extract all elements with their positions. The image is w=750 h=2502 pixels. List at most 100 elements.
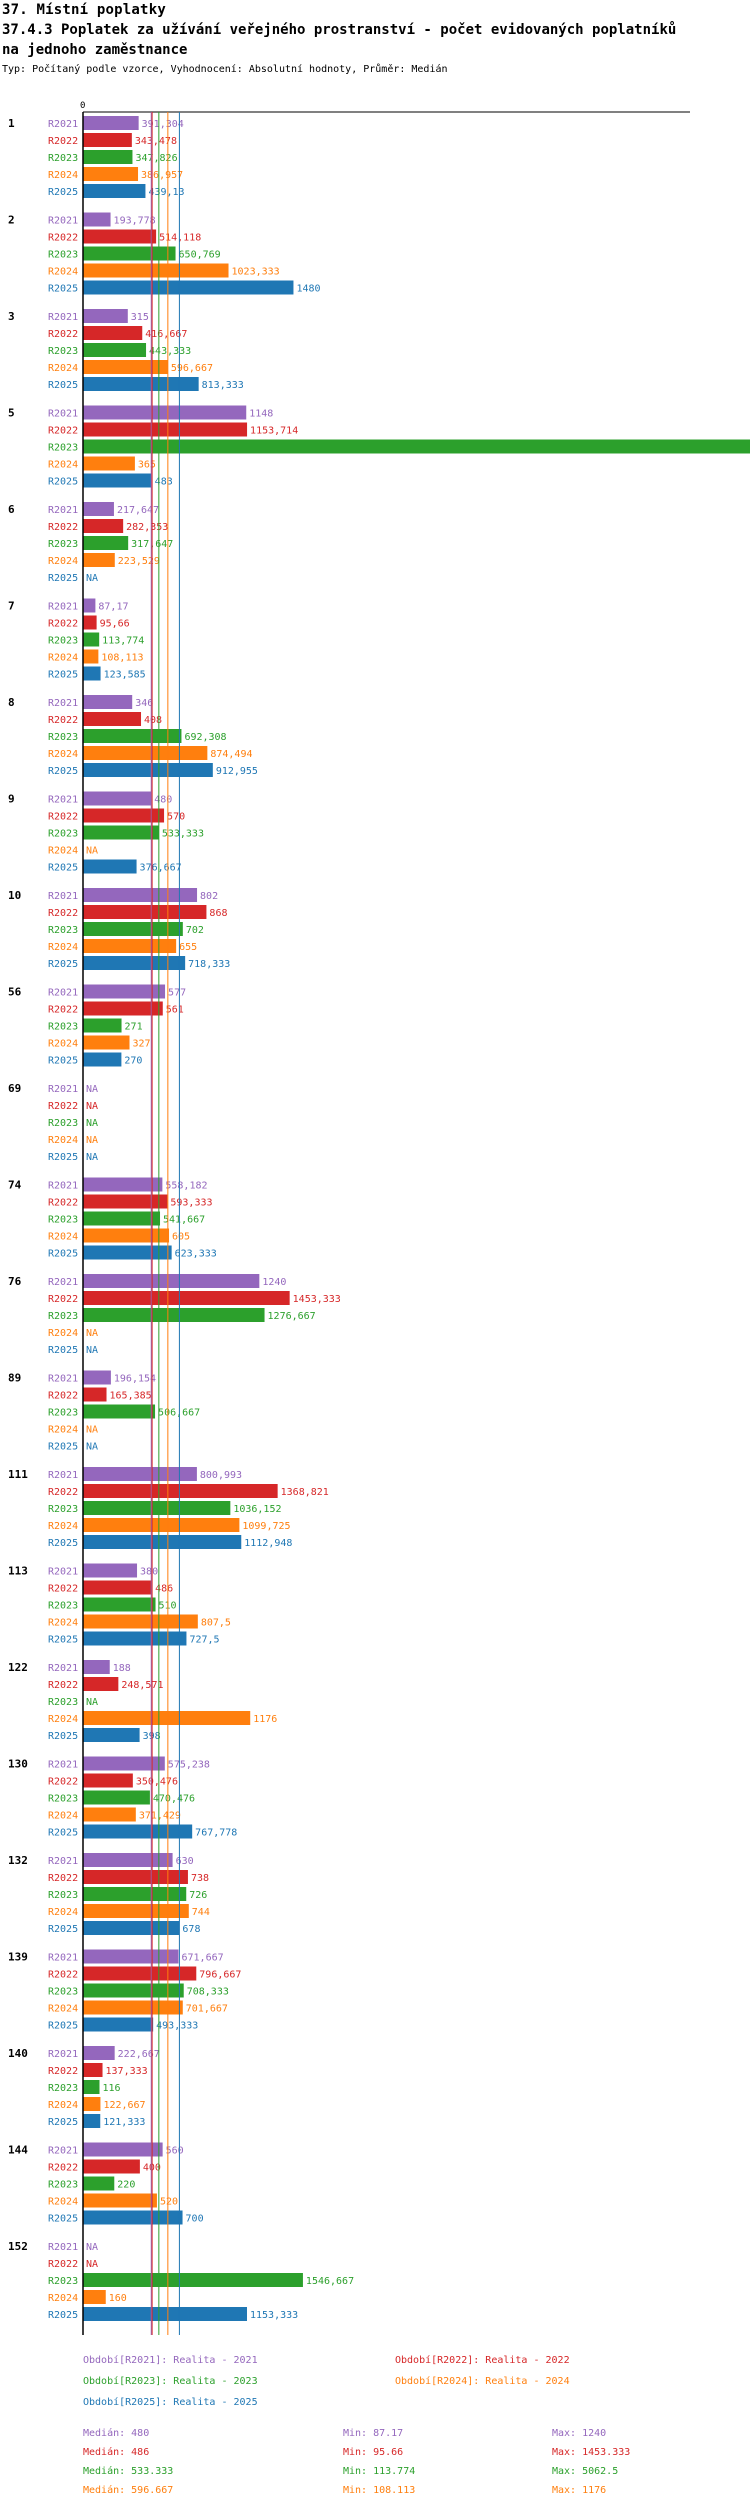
- group-label: 122: [8, 1661, 28, 1674]
- bar: [83, 1949, 179, 1964]
- series-row-label: R2021: [48, 1084, 78, 1095]
- data-label: 160: [109, 2293, 127, 2304]
- data-label: 1036,152: [233, 1504, 281, 1515]
- group-label: 9: [8, 793, 15, 806]
- data-label: 802: [200, 891, 218, 902]
- bar: [83, 1983, 184, 1998]
- series-row-label: R2022: [48, 1198, 78, 1209]
- series-row-label: R2024: [48, 556, 78, 567]
- data-label: 217,647: [117, 505, 159, 516]
- section-title: 37. Místní poplatky: [2, 2, 166, 18]
- series-row-label: R2021: [48, 1760, 78, 1771]
- series-row-label: R2022: [48, 619, 78, 630]
- stat-median: Medián: 480: [83, 2427, 149, 2439]
- bar: [83, 1773, 133, 1788]
- bar: [83, 1535, 242, 1549]
- data-label: 1112,948: [244, 1538, 292, 1549]
- series-row-label: R2025: [48, 284, 78, 295]
- data-label: 380: [140, 1567, 158, 1578]
- bar: [83, 167, 139, 181]
- group-label: 6: [8, 503, 15, 516]
- series-row-label: R2022: [48, 329, 78, 340]
- series-row-label: R2021: [48, 409, 78, 420]
- series-row-label: R2021: [48, 1277, 78, 1288]
- series-row-label: R2022: [48, 1294, 78, 1305]
- series-row-label: R2021: [48, 1953, 78, 1964]
- bar: [83, 1308, 265, 1322]
- series-row-label: R2021: [48, 1181, 78, 1192]
- series-row-label: R2023: [48, 732, 78, 743]
- data-label: 623,333: [175, 1249, 217, 1260]
- series-row-label: R2022: [48, 2259, 78, 2270]
- data-label: 223,529: [118, 556, 160, 567]
- series-row-label: R2022: [48, 1680, 78, 1691]
- series-row-label: R2024: [48, 1618, 78, 1629]
- series-row-label: R2022: [48, 2163, 78, 2174]
- data-label: 346: [135, 698, 153, 709]
- bar: [83, 984, 166, 999]
- data-label: 470,476: [153, 1794, 195, 1805]
- series-row-label: R2024: [48, 1232, 78, 1243]
- data-label: 1148: [249, 409, 273, 420]
- data-label: 222,667: [118, 2049, 160, 2060]
- data-label: 533,333: [162, 829, 204, 840]
- data-label: 1153,333: [250, 2310, 298, 2321]
- bar: [83, 280, 294, 295]
- series-row-label: R2024: [48, 1907, 78, 1918]
- data-label: NA: [86, 1425, 98, 1436]
- bar: [83, 666, 101, 681]
- bar: [83, 360, 168, 374]
- series-row-label: R2025: [48, 863, 78, 874]
- data-label: 577: [168, 988, 186, 999]
- data-label: 1153,714: [250, 426, 298, 437]
- series-row-label: R2021: [48, 119, 78, 130]
- bar: [83, 229, 157, 244]
- bar: [83, 1035, 130, 1050]
- data-label: NA: [86, 1345, 98, 1356]
- data-label: 868: [209, 908, 227, 919]
- bar: [83, 2097, 101, 2111]
- data-label: 561: [166, 1005, 184, 1016]
- data-label: 541,667: [163, 1215, 205, 1226]
- bar: [83, 712, 142, 726]
- bar: [83, 2000, 183, 2015]
- data-label: NA: [86, 1084, 98, 1095]
- bar: [83, 309, 128, 323]
- series-row-label: R2023: [48, 1215, 78, 1226]
- bar: [83, 1887, 187, 1901]
- data-label: NA: [86, 1697, 98, 1708]
- group-label: 8: [8, 696, 15, 709]
- series-row-label: R2024: [48, 942, 78, 953]
- group-label: 5: [8, 407, 15, 420]
- series-row-label: R2023: [48, 1794, 78, 1805]
- data-label: NA: [86, 1442, 98, 1453]
- chart-subtitle: Typ: Počítaný podle vzorce, Vyhodnocení:…: [2, 64, 448, 75]
- bar: [83, 377, 199, 391]
- data-label: 1368,821: [281, 1487, 329, 1498]
- bar: [83, 888, 198, 902]
- series-row-label: R2025: [48, 1924, 78, 1935]
- bar: [83, 1274, 260, 1288]
- series-row-label: R2023: [48, 925, 78, 936]
- stat-min: Min: 113.774: [343, 2466, 415, 2477]
- series-row-label: R2023: [48, 1987, 78, 1998]
- group-label: 1: [8, 117, 15, 130]
- data-label: NA: [86, 2259, 98, 2270]
- bar: [83, 1211, 161, 1226]
- group-label: 144: [8, 2144, 28, 2157]
- series-row-label: R2022: [48, 522, 78, 533]
- data-label: 701,667: [186, 2004, 228, 2015]
- bar: [83, 905, 207, 919]
- series-row-label: R2021: [48, 1663, 78, 1674]
- data-label: 282,353: [126, 522, 168, 533]
- data-label: 596,667: [171, 363, 213, 374]
- data-label: 137,333: [106, 2066, 148, 2077]
- series-row-label: R2025: [48, 670, 78, 681]
- data-label: NA: [86, 1328, 98, 1339]
- data-label: 480: [154, 795, 172, 806]
- data-label: 1480: [296, 284, 320, 295]
- bar: [83, 2080, 100, 2094]
- data-label: 123,585: [104, 670, 146, 681]
- series-row-label: R2023: [48, 2276, 78, 2287]
- bar: [83, 1228, 170, 1243]
